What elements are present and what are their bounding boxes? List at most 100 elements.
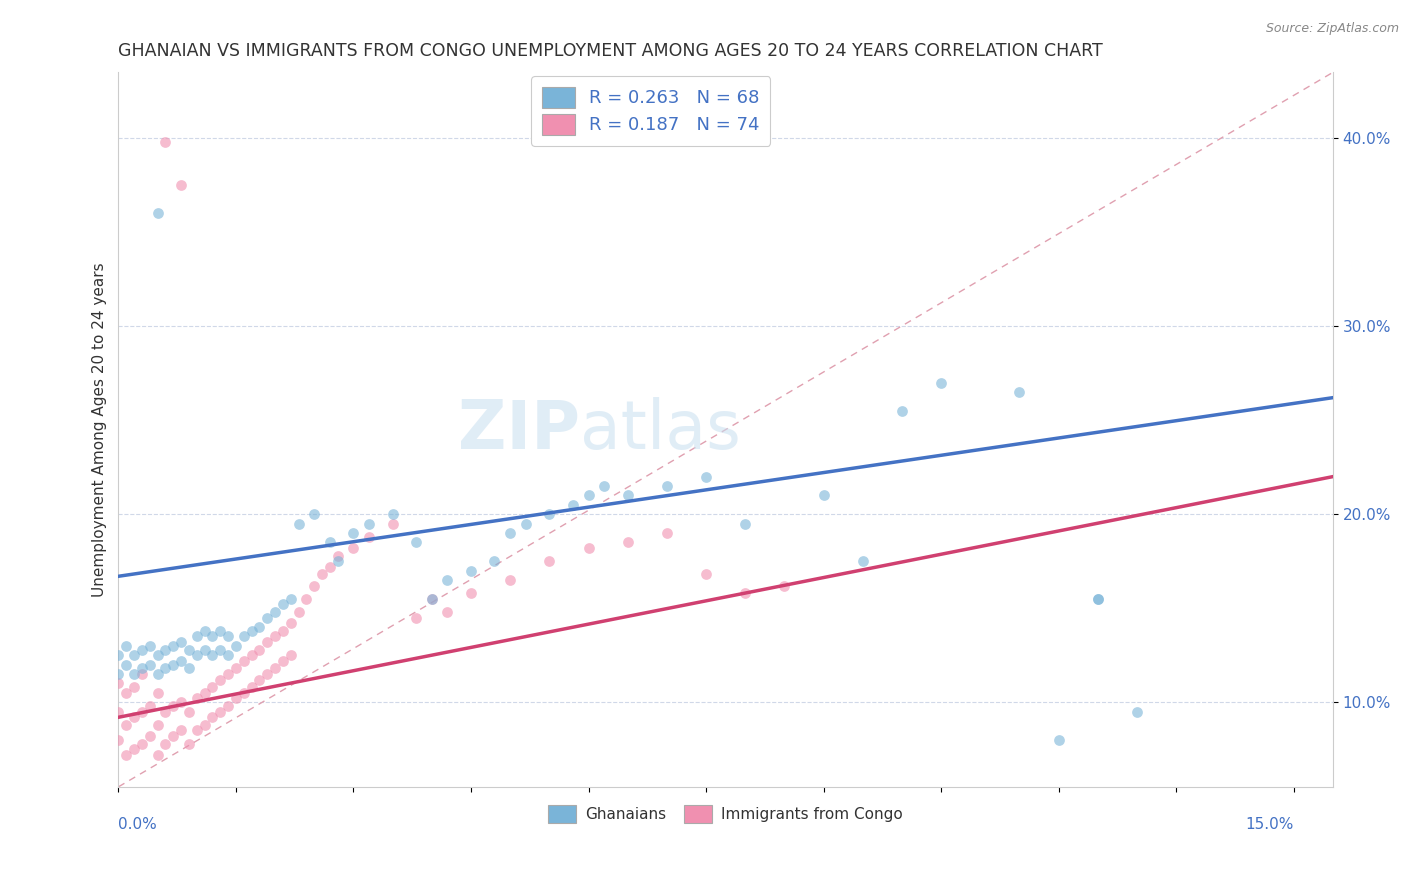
- Point: [538, 554, 561, 568]
- Point: [420, 591, 443, 606]
- Point: [170, 635, 193, 649]
- Point: [115, 657, 138, 672]
- Text: Source: ZipAtlas.com: Source: ZipAtlas.com: [1265, 22, 1399, 36]
- Point: [420, 591, 443, 606]
- Point: [287, 516, 309, 531]
- Point: [217, 648, 239, 663]
- Legend: Ghanaians, Immigrants from Congo: Ghanaians, Immigrants from Congo: [543, 799, 910, 830]
- Point: [852, 554, 875, 568]
- Point: [186, 648, 208, 663]
- Point: [217, 667, 239, 681]
- Point: [280, 648, 302, 663]
- Point: [232, 654, 254, 668]
- Point: [342, 541, 364, 555]
- Point: [295, 591, 318, 606]
- Point: [146, 648, 169, 663]
- Point: [170, 695, 193, 709]
- Point: [155, 705, 177, 719]
- Point: [249, 620, 271, 634]
- Point: [929, 376, 952, 390]
- Point: [326, 549, 349, 563]
- Point: [287, 605, 309, 619]
- Point: [194, 686, 217, 700]
- Point: [225, 661, 247, 675]
- Point: [122, 742, 145, 756]
- Point: [201, 648, 224, 663]
- Point: [194, 718, 217, 732]
- Point: [405, 535, 427, 549]
- Point: [240, 680, 263, 694]
- Point: [107, 732, 129, 747]
- Point: [131, 661, 153, 675]
- Point: [170, 723, 193, 738]
- Point: [146, 686, 169, 700]
- Text: ZIP: ZIP: [458, 397, 579, 463]
- Point: [131, 667, 153, 681]
- Point: [131, 737, 153, 751]
- Point: [1008, 385, 1031, 400]
- Point: [209, 624, 232, 638]
- Point: [655, 479, 678, 493]
- Point: [342, 526, 364, 541]
- Point: [593, 479, 616, 493]
- Point: [578, 488, 600, 502]
- Point: [561, 498, 583, 512]
- Point: [209, 673, 232, 687]
- Y-axis label: Unemployment Among Ages 20 to 24 years: Unemployment Among Ages 20 to 24 years: [93, 262, 107, 597]
- Point: [115, 639, 138, 653]
- Point: [271, 624, 294, 638]
- Point: [436, 573, 458, 587]
- Point: [264, 661, 287, 675]
- Point: [225, 691, 247, 706]
- Point: [186, 691, 208, 706]
- Point: [311, 567, 333, 582]
- Point: [1047, 732, 1070, 747]
- Point: [107, 667, 129, 681]
- Point: [304, 507, 326, 521]
- Point: [460, 564, 482, 578]
- Point: [186, 723, 208, 738]
- Text: atlas: atlas: [579, 397, 741, 463]
- Point: [122, 648, 145, 663]
- Point: [773, 579, 796, 593]
- Point: [162, 698, 184, 713]
- Point: [155, 661, 177, 675]
- Point: [177, 642, 200, 657]
- Text: 0.0%: 0.0%: [118, 817, 157, 832]
- Point: [155, 737, 177, 751]
- Point: [194, 642, 217, 657]
- Point: [240, 648, 263, 663]
- Point: [122, 710, 145, 724]
- Point: [115, 747, 138, 762]
- Point: [271, 654, 294, 668]
- Point: [359, 516, 381, 531]
- Text: 15.0%: 15.0%: [1246, 817, 1294, 832]
- Point: [256, 610, 278, 624]
- Point: [734, 586, 756, 600]
- Point: [304, 579, 326, 593]
- Point: [170, 178, 193, 193]
- Point: [209, 642, 232, 657]
- Point: [436, 605, 458, 619]
- Point: [107, 648, 129, 663]
- Point: [122, 667, 145, 681]
- Point: [405, 610, 427, 624]
- Point: [201, 629, 224, 643]
- Point: [240, 624, 263, 638]
- Point: [131, 705, 153, 719]
- Point: [115, 718, 138, 732]
- Point: [155, 135, 177, 149]
- Point: [115, 686, 138, 700]
- Point: [201, 710, 224, 724]
- Point: [1087, 591, 1109, 606]
- Point: [578, 541, 600, 555]
- Point: [217, 629, 239, 643]
- Point: [256, 635, 278, 649]
- Point: [890, 404, 912, 418]
- Point: [515, 516, 537, 531]
- Point: [1087, 591, 1109, 606]
- Point: [146, 718, 169, 732]
- Point: [146, 206, 169, 220]
- Point: [381, 507, 404, 521]
- Point: [162, 639, 184, 653]
